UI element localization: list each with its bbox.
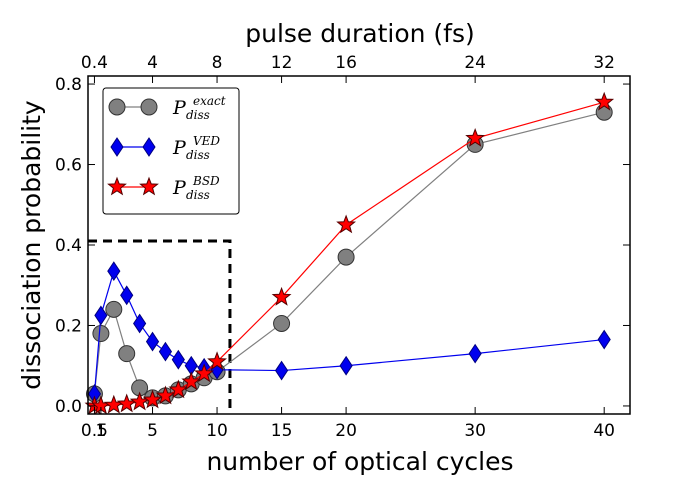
legend-marker: [108, 98, 126, 116]
top-tick-label: 0.4: [81, 53, 108, 73]
data-point: [142, 389, 163, 409]
x-tick-label: 30: [464, 421, 486, 441]
legend-superscript: VED: [193, 134, 220, 148]
data-point: [468, 343, 482, 364]
legend-marker: [107, 176, 127, 196]
data-point: [168, 379, 189, 399]
legend-superscript: exact: [193, 94, 226, 108]
series-layer: [84, 91, 615, 415]
ticks-layer: 0.51 5 10 15 20 30 400.4 4 8 12 16 24 320.00.20.40.6…: [55, 53, 630, 441]
x-tick-label: 15: [271, 421, 293, 441]
data-point: [337, 248, 355, 266]
x-axis-title: number of optical cycles: [206, 447, 513, 476]
data-point: [120, 285, 134, 306]
data-point: [273, 314, 291, 332]
data-point: [271, 286, 292, 306]
inset-dashed-box: [88, 239, 232, 414]
legend-subscript: diss: [186, 148, 210, 162]
legend-label: P: [172, 177, 187, 199]
x-tick-label: 20: [335, 421, 357, 441]
legend-marker: [139, 176, 159, 196]
data-point: [594, 91, 615, 111]
x-tick-label: 10: [206, 421, 228, 441]
data-point: [597, 329, 611, 350]
data-point: [118, 345, 136, 363]
y-tick-label: 0.6: [55, 156, 82, 176]
data-point: [336, 214, 356, 234]
top-axis-title: pulse duration (fs): [245, 19, 475, 48]
data-point: [339, 355, 353, 376]
y-tick-label: 0.8: [55, 75, 82, 95]
data-point: [207, 351, 227, 371]
data-point: [116, 393, 137, 413]
top-tick-label: 16: [335, 53, 357, 73]
top-tick-label: 24: [464, 53, 486, 73]
data-point: [103, 394, 124, 414]
data-point: [133, 313, 147, 334]
y-tick-label: 0.0: [55, 397, 82, 417]
y-tick-label: 0.2: [55, 316, 82, 336]
data-point: [158, 341, 173, 362]
legend-box: [102, 87, 240, 215]
data-point: [194, 363, 215, 383]
legend-label: P: [172, 137, 187, 159]
legend-superscript: BSD: [192, 174, 220, 188]
legend-label: P: [172, 97, 187, 119]
data-point: [595, 103, 613, 121]
top-tick-label: 32: [593, 53, 615, 73]
top-tick-label: 8: [212, 53, 223, 73]
data-point: [465, 127, 486, 147]
legend-marker: [140, 98, 158, 116]
data-point: [107, 261, 121, 282]
data-point: [171, 349, 185, 370]
legend-subscript: diss: [186, 188, 210, 202]
data-point: [94, 305, 108, 326]
data-point: [92, 325, 110, 343]
series-star: [84, 91, 615, 415]
series-line: [93, 269, 605, 394]
top-tick-label: 4: [147, 53, 158, 73]
data-point: [274, 360, 289, 381]
legend-marker: [110, 137, 124, 157]
data-point: [105, 300, 123, 318]
data-point: [145, 331, 160, 352]
top-tick-label: 12: [271, 53, 293, 73]
data-point: [155, 385, 176, 405]
inset-box-layer: [88, 239, 232, 414]
series-diamond: [87, 261, 611, 404]
x-tick-label: 40: [593, 421, 615, 441]
x-tick-label: 1: [95, 421, 106, 441]
legend-subscript: diss: [186, 108, 210, 122]
legend-marker: [142, 137, 156, 157]
y-axis-title: dissociation probability: [17, 100, 46, 390]
y-tick-label: 0.4: [55, 236, 82, 256]
x-tick-label: 0.5: [81, 421, 108, 441]
data-point: [181, 371, 202, 391]
x-tick-label: 5: [147, 421, 158, 441]
